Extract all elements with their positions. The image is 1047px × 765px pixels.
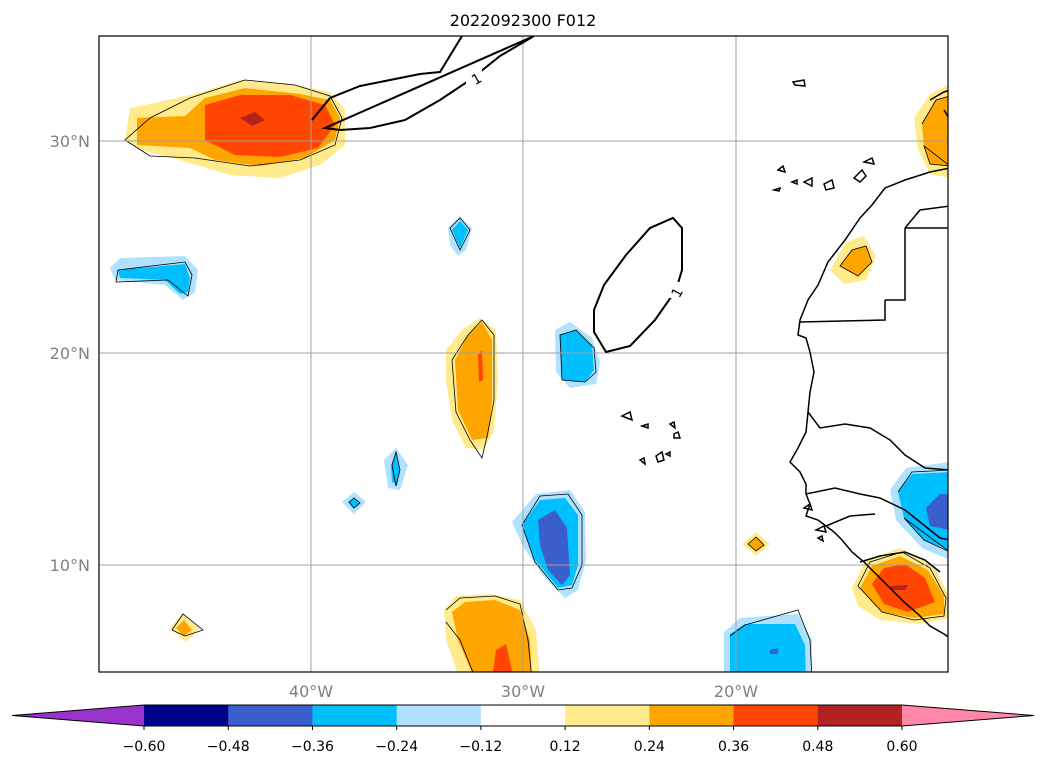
map-panel: 1 1 xyxy=(98,35,949,673)
colorbar-segment xyxy=(733,705,819,726)
colorbar-tick-label: −0.24 xyxy=(375,739,418,755)
colorbar-tick-label: −0.36 xyxy=(291,739,334,755)
colorbar-segment xyxy=(480,705,566,726)
colorbar-extend-min xyxy=(12,705,144,726)
colorbar-tick-label: 0.36 xyxy=(718,739,749,755)
anomaly-field: 1 1 xyxy=(99,36,948,672)
colorbar-tick-label: −0.12 xyxy=(459,739,502,755)
gridlines xyxy=(99,36,948,672)
positive-anomaly-southeast xyxy=(852,548,948,624)
positive-anomaly-northeast xyxy=(914,85,948,178)
colorbar-tick-label: −0.60 xyxy=(123,739,166,755)
colorbar-tick-label: −0.48 xyxy=(207,739,250,755)
colorbar-segment xyxy=(312,705,398,726)
colorbar-segment xyxy=(228,705,313,726)
colorbar-segment xyxy=(817,705,903,726)
lat-labels: 30°N 20°N 10°N xyxy=(50,132,90,575)
colorbar-segment xyxy=(565,705,650,726)
lat-label: 30°N xyxy=(50,132,90,151)
negative-anomaly-east xyxy=(890,462,948,560)
map-frame xyxy=(98,35,949,673)
lon-labels: 40°W 30°W 20°W xyxy=(289,682,758,701)
colorbar-tick-label: 0.48 xyxy=(802,739,833,755)
negative-anomaly-southeast xyxy=(724,609,813,672)
negative-anomaly-west xyxy=(110,256,198,300)
colorbar-extend-max xyxy=(902,705,1034,726)
lat-label: 10°N xyxy=(50,556,90,575)
map-title: 2022092300 F012 xyxy=(450,11,597,30)
colorbar-tick-label: 0.24 xyxy=(634,739,665,755)
lat-label: 20°N xyxy=(50,344,90,363)
colorbar-segment xyxy=(649,705,735,726)
positive-anomaly-small-2 xyxy=(742,532,770,556)
negative-anomaly-small-2 xyxy=(384,448,408,490)
colorbar-segment xyxy=(396,705,482,726)
colorbar-segment xyxy=(144,705,229,726)
negative-anomaly-small-1 xyxy=(448,216,472,256)
positive-anomaly-central xyxy=(446,318,498,459)
positive-anomaly-south xyxy=(444,594,540,672)
lon-label: 40°W xyxy=(289,682,333,701)
colorbar-tick-label: 0.12 xyxy=(550,739,581,755)
positive-anomaly-north xyxy=(124,79,345,178)
colorbar-tick-label: 0.60 xyxy=(886,739,917,755)
colorbar: −0.60 −0.48 −0.36 −0.24 −0.12 0.12 0.24 0.36 0.4… xyxy=(11,704,1035,755)
negative-anomaly-central xyxy=(555,322,600,388)
lon-label: 30°W xyxy=(501,682,545,701)
positive-anomaly-morocco xyxy=(830,236,876,284)
lon-label: 20°W xyxy=(714,682,758,701)
negative-anomaly-small-3 xyxy=(342,492,366,514)
positive-anomaly-small-1 xyxy=(170,613,204,642)
coastlines xyxy=(620,79,948,638)
contour-lines xyxy=(311,36,683,354)
